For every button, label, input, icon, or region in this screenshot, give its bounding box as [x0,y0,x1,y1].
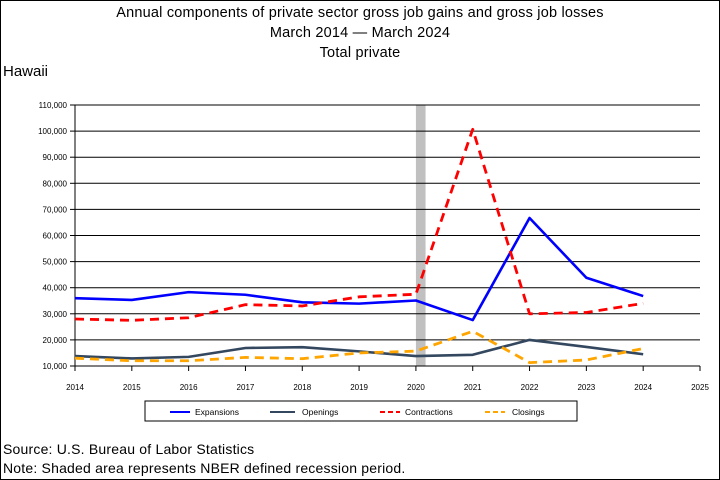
x-tick-label: 2015 [123,383,141,392]
y-tick-label: 20,000 [43,336,68,345]
x-tick-label: 2019 [350,383,368,392]
chart-title-line-2: March 2014 — March 2024 [269,25,451,41]
y-tick-label: 100,000 [38,127,67,136]
series-line-openings [74,338,644,360]
chart-title-line-3: Total private [319,45,401,61]
series-line-expansions [74,216,644,322]
region-label: Hawaii [3,63,49,80]
y-tick-label: 80,000 [43,179,68,188]
y-tick-label: 110,000 [39,101,68,110]
x-tick-label: 2016 [180,383,198,392]
y-tick-label: 10,000 [43,362,68,371]
chart-title-line-1: Annual components of private sector gros… [116,5,604,21]
x-tick-label: 2024 [634,383,652,392]
recession-note: Note: Shaded area represents NBER define… [3,460,406,476]
source-note: Source: U.S. Bureau of Labor Statistics [3,441,255,457]
y-tick-label: 40,000 [43,284,68,293]
y-tick-label: 90,000 [43,153,68,162]
legend-label-closings: Closings [512,407,545,417]
x-tick-label: 2021 [464,383,482,392]
x-tick-label: 2018 [293,383,311,392]
legend-label-expansions: Expansions [195,407,239,417]
x-tick-label: 2023 [577,383,595,392]
series-line-contractions [74,127,644,322]
x-tick-label: 2022 [521,383,539,392]
legend-label-contractions: Contractions [405,407,453,417]
y-tick-label: 50,000 [43,258,68,267]
legend-box [144,400,578,422]
x-tick-label: 2020 [407,383,425,392]
y-tick-label: 60,000 [43,232,68,241]
legend-label-openings: Openings [302,407,338,417]
series-line-closings [74,329,644,365]
y-tick-label: 70,000 [43,205,68,214]
x-tick-label: 2017 [237,383,255,392]
x-tick-label: 2025 [691,383,709,392]
x-tick-label: 2014 [66,383,84,392]
y-tick-label: 30,000 [43,310,68,319]
